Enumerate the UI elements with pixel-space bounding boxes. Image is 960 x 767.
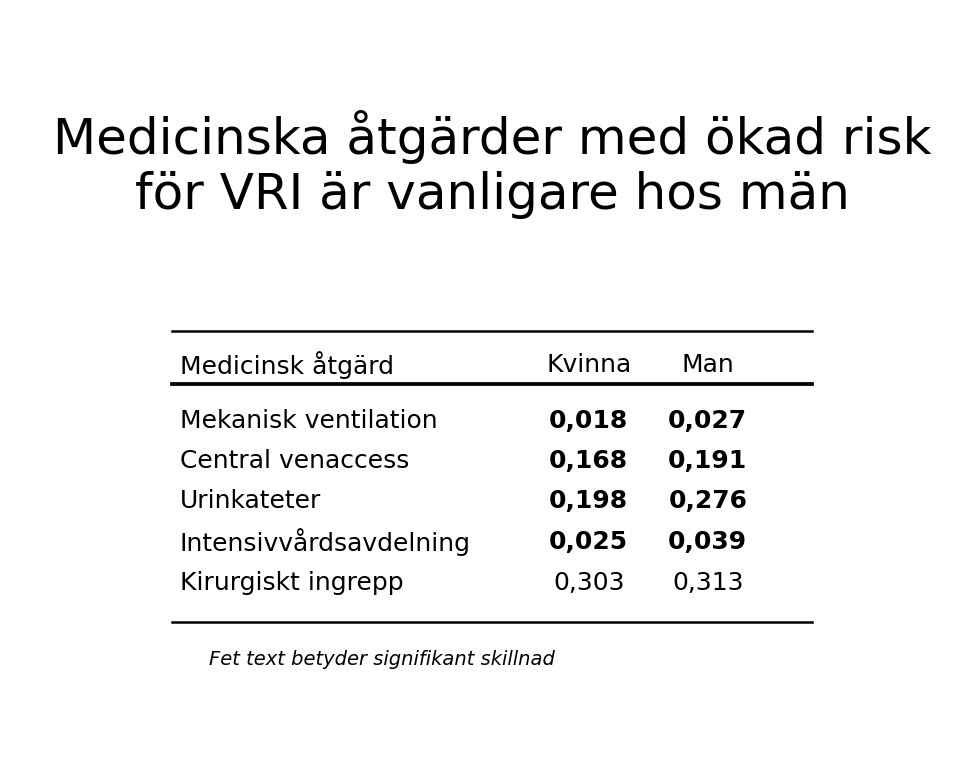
Text: Medicinska åtgärder med ökad risk
för VRI är vanligare hos män: Medicinska åtgärder med ökad risk för VR… xyxy=(53,110,931,219)
Text: Central venaccess: Central venaccess xyxy=(180,449,409,473)
Text: Kvinna: Kvinna xyxy=(546,353,632,377)
Text: 0,313: 0,313 xyxy=(672,571,743,595)
Text: 0,018: 0,018 xyxy=(549,409,629,433)
Text: 0,025: 0,025 xyxy=(549,530,628,554)
Text: 0,027: 0,027 xyxy=(668,409,747,433)
Text: Mekanisk ventilation: Mekanisk ventilation xyxy=(180,409,437,433)
Text: Kirurgiskt ingrepp: Kirurgiskt ingrepp xyxy=(180,571,403,595)
Text: Fet text betyder signifikant skillnad: Fet text betyder signifikant skillnad xyxy=(209,650,555,669)
Text: Urinkateter: Urinkateter xyxy=(180,489,321,513)
Text: 0,191: 0,191 xyxy=(668,449,748,473)
Text: 0,198: 0,198 xyxy=(549,489,628,513)
Text: 0,168: 0,168 xyxy=(549,449,628,473)
Text: 0,276: 0,276 xyxy=(668,489,747,513)
Text: Intensivvårdsavdelning: Intensivvårdsavdelning xyxy=(180,528,470,556)
Text: Man: Man xyxy=(682,353,734,377)
Text: 0,039: 0,039 xyxy=(668,530,747,554)
Text: Medicinsk åtgärd: Medicinsk åtgärd xyxy=(180,351,394,379)
Text: 0,303: 0,303 xyxy=(553,571,624,595)
